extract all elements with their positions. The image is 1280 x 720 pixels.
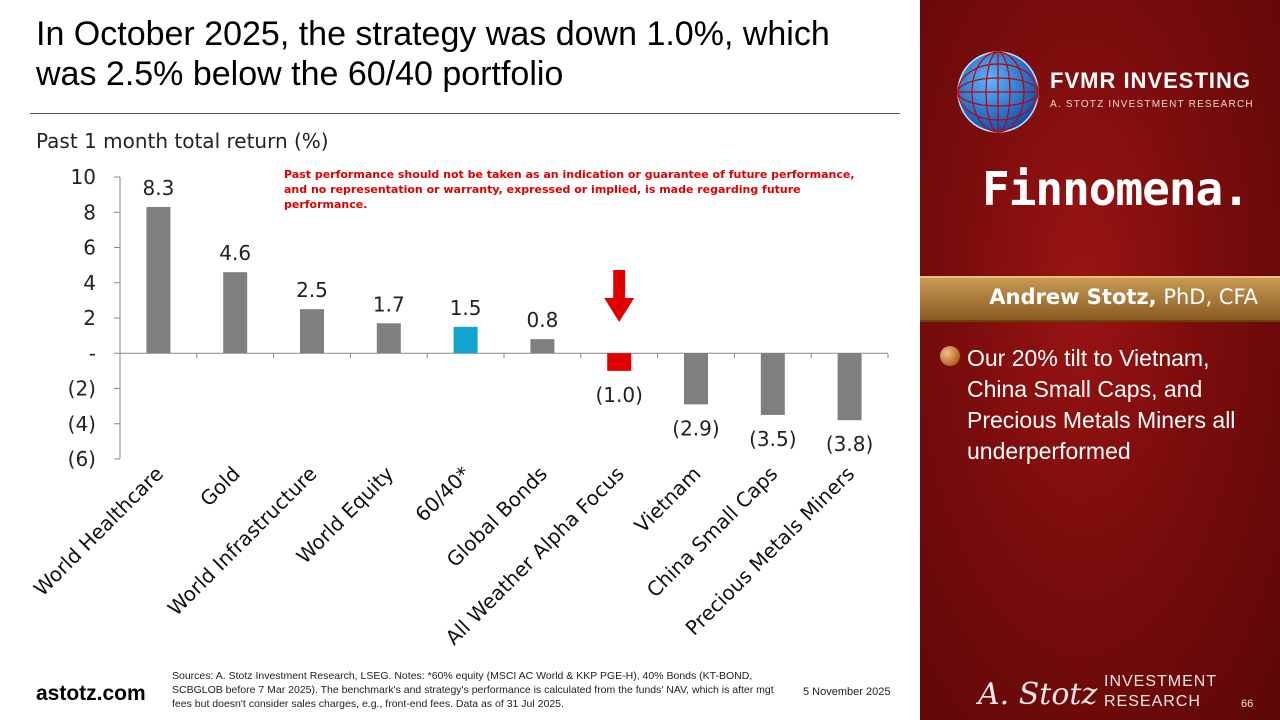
presenter-credentials: PhD, CFA (1156, 285, 1258, 309)
chart-title: Past 1 month total return (%) (36, 129, 329, 153)
category-label: Gold (195, 462, 244, 511)
category-label: World Healthcare (29, 462, 168, 601)
category-label: 60/40* (410, 462, 475, 527)
data-label: (1.0) (595, 383, 642, 407)
y-tick-label: (4) (68, 412, 96, 436)
slide-date: 5 November 2025 (803, 686, 891, 698)
performance-disclaimer: Past performance should not be taken as … (284, 168, 855, 211)
bar-5 (453, 326, 478, 354)
data-label: 8.3 (142, 176, 174, 200)
signature-text: A. Stotz (976, 677, 1097, 712)
data-label: 4.6 (219, 241, 251, 265)
title-divider (30, 113, 900, 114)
bar-7 (607, 353, 632, 371)
data-label: 1.5 (450, 296, 482, 320)
bar-6 (530, 339, 555, 354)
y-tick-label: 6 (83, 236, 96, 260)
y-tick-label: (6) (68, 447, 96, 471)
finnomena-logo: Finnomena. (982, 162, 1250, 216)
down-arrow-icon (604, 298, 635, 322)
category-label: Vietnam (630, 462, 706, 538)
data-label: 0.8 (526, 308, 558, 332)
data-label: (3.8) (826, 432, 873, 456)
y-tick-label: (2) (68, 377, 96, 401)
bar-9 (760, 353, 785, 415)
page-number: 66 (1241, 698, 1254, 710)
brand-line-2: RESEARCH (1104, 693, 1201, 710)
category-label: World Infrastructure (163, 462, 322, 621)
y-tick-label: 4 (83, 271, 96, 295)
globe-logo-icon (957, 51, 1039, 133)
y-tick-label: - (89, 341, 96, 365)
bar-8 (684, 353, 708, 405)
y-tick-label: 2 (83, 306, 96, 330)
presenter-name: Andrew Stotz, (989, 285, 1157, 309)
bar-4 (376, 323, 401, 354)
data-label: 1.7 (373, 292, 405, 316)
key-takeaway: Our 20% tilt to Vietnam, China Small Cap… (967, 345, 1236, 464)
bar-2 (223, 272, 248, 354)
bar-10 (837, 353, 862, 421)
brand-line-1: INVESTMENT (1104, 673, 1218, 690)
right-panel: FVMR INVESTING A. STOTZ INVESTMENT RESEA… (920, 0, 1280, 720)
category-label: China Small Caps (642, 462, 783, 603)
presenter-bar: Andrew Stotz, PhD, CFA (920, 276, 1280, 322)
fvmr-brand-name: FVMR INVESTING (1050, 68, 1252, 93)
y-tick-label: 8 (83, 200, 96, 224)
presenter: Andrew Stotz, PhD, CFA (989, 285, 1258, 309)
slide-title: In October 2025, the strategy was down 1… (36, 15, 830, 93)
signature-logo: A. Stotz (976, 677, 1097, 712)
y-tick-label: 10 (71, 165, 96, 189)
bar-3 (300, 309, 324, 354)
bar-chart: Past 1 month total return (%) 10 8 6 4 2 - (2)… (29, 129, 889, 650)
source-notes: Sources: A. Stotz Investment Research, L… (172, 670, 774, 710)
website-link[interactable]: astotz.com (36, 682, 146, 705)
fvmr-brand-subtitle: A. STOTZ INVESTMENT RESEARCH (1050, 99, 1254, 110)
arrow-shaft (613, 270, 626, 300)
bar-1 (146, 206, 171, 354)
bullet-icon (940, 346, 960, 366)
data-label: (3.5) (749, 427, 796, 451)
data-label: 2.5 (296, 278, 328, 302)
data-label: (2.9) (672, 416, 719, 440)
